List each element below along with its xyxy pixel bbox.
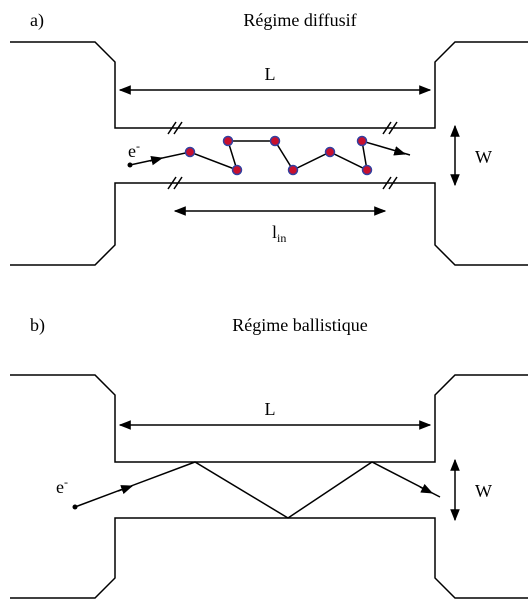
electron-path (74, 461, 441, 519)
width-label: W (475, 147, 492, 167)
electron-base: e (56, 477, 64, 497)
length-label: L (265, 64, 276, 84)
panel-b: b) Régime ballistique L W e- (10, 315, 528, 599)
panel-a: a) Régime diffusif L W e- lin (10, 10, 528, 266)
electron-sup: - (136, 139, 140, 153)
panel-title: Régime diffusif (243, 10, 356, 30)
path-arrow (117, 485, 134, 495)
width-label: W (475, 481, 492, 501)
break-marks (167, 121, 398, 190)
path-arrow (393, 146, 407, 156)
top-electrode (10, 374, 528, 463)
electron (127, 162, 133, 168)
electron-label: e- (56, 475, 68, 497)
bottom-electrode (10, 182, 528, 266)
electron-base: e (128, 141, 136, 161)
electron-path (129, 139, 411, 172)
electron (72, 504, 78, 510)
top-electrode (10, 41, 528, 129)
panel-letter: b) (30, 315, 45, 336)
mean-path-sub: in (277, 231, 286, 245)
scatterers (184, 135, 373, 176)
electron-label: e- (128, 139, 140, 161)
panel-letter: a) (30, 10, 44, 31)
mean-path-base: l (272, 222, 277, 242)
path-arrow (419, 483, 434, 494)
path-arrow (149, 155, 164, 166)
electron-sup: - (64, 475, 68, 489)
mean-path-label: lin (272, 222, 286, 245)
length-label: L (265, 399, 276, 419)
panel-title: Régime ballistique (232, 315, 367, 335)
bottom-electrode (10, 517, 528, 599)
